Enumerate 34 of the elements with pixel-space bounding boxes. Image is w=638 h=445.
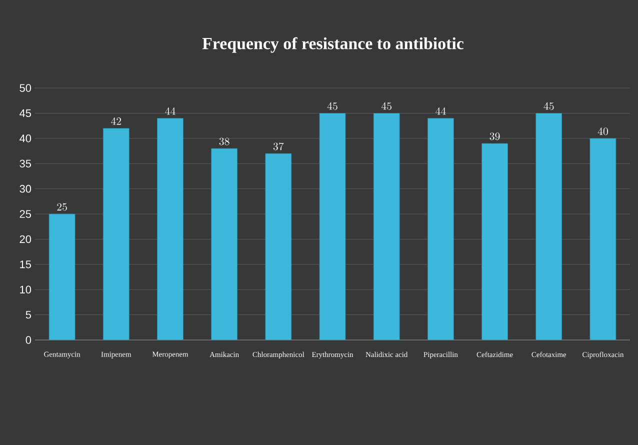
y-tick-label: 30 [20, 184, 32, 193]
data-label: 45 [327, 102, 338, 110]
bar [427, 118, 454, 340]
data-label: 44 [436, 107, 446, 115]
y-tick-label: 20 [20, 235, 32, 244]
y-tick-label: 25 [20, 210, 32, 218]
bar [536, 112, 562, 340]
y-tick-label: 50 [20, 84, 32, 92]
bar [48, 214, 76, 340]
bar [157, 118, 184, 340]
data-label: 45 [381, 102, 392, 110]
y-tick-label: 0 [26, 336, 32, 344]
data-label: 45 [544, 102, 554, 110]
y-tick-label: 35 [20, 160, 32, 168]
bar [590, 138, 616, 340]
bar [482, 143, 508, 340]
y-tick-label: 15 [20, 260, 32, 268]
data-label: 42 [110, 117, 122, 125]
bar [211, 148, 238, 340]
y-tick-label: 10 [20, 286, 32, 294]
bar [265, 153, 292, 340]
bar [102, 128, 130, 340]
chart-title: Frequency of resistance to antibiotic [202, 37, 464, 53]
data-label: 44 [165, 107, 176, 115]
bar [319, 112, 346, 340]
data-label: 37 [273, 142, 284, 150]
y-tick-label: 5 [26, 310, 32, 319]
y-tick-label: 40 [20, 134, 32, 142]
y-tick-label: 45 [20, 109, 32, 118]
data-label: 25 [57, 203, 67, 211]
data-label: 39 [490, 132, 500, 140]
data-label: 38 [219, 138, 230, 146]
data-label: 40 [598, 127, 608, 136]
bar [373, 112, 400, 340]
